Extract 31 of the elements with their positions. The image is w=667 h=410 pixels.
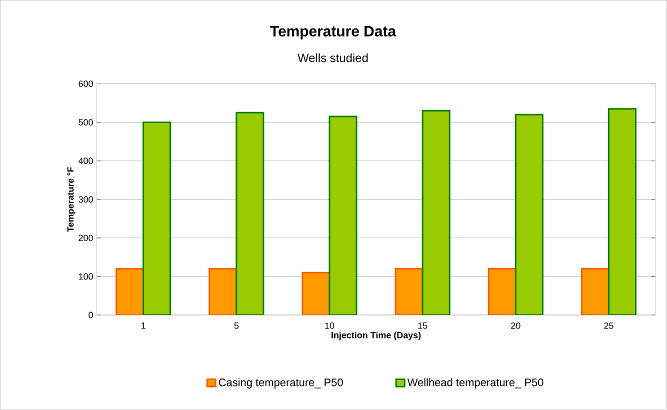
y-tick-label: 100 [78, 273, 93, 280]
bar [208, 268, 238, 316]
x-tick-label: 5 [234, 322, 239, 329]
y-axis-title: Temperature °F [67, 167, 76, 232]
x-tick-label: 20 [511, 322, 520, 329]
chart-title: Temperature Data [270, 26, 396, 40]
y-tick-label: 400 [78, 158, 93, 164]
bar [302, 272, 330, 316]
x-tick-label: 25 [604, 322, 614, 329]
legend-label: Casing temperature_ P50 [218, 378, 343, 389]
bar [488, 268, 516, 316]
x-tick-label: 1 [142, 322, 146, 329]
y-tick-label: 0 [88, 312, 93, 318]
bar [394, 268, 424, 316]
y-tick-label: 500 [78, 119, 93, 126]
legend-label: Wellhead temperature_ P50 [407, 378, 544, 389]
x-tick-label: 15 [418, 322, 428, 329]
y-tick-label: 200 [78, 234, 93, 242]
x-tick-label: 10 [325, 322, 334, 329]
bar [514, 114, 544, 316]
bar [422, 110, 450, 316]
x-axis-title: Injection Time (Days) [332, 332, 421, 340]
bar [236, 112, 264, 316]
bar [580, 268, 610, 316]
bar [116, 268, 144, 316]
chart-subtitle: Wells studied [298, 53, 368, 62]
bar [142, 122, 172, 316]
bar [328, 116, 358, 316]
bar [608, 108, 637, 316]
y-tick-label: 600 [78, 80, 93, 88]
y-tick-label: 300 [78, 196, 93, 203]
